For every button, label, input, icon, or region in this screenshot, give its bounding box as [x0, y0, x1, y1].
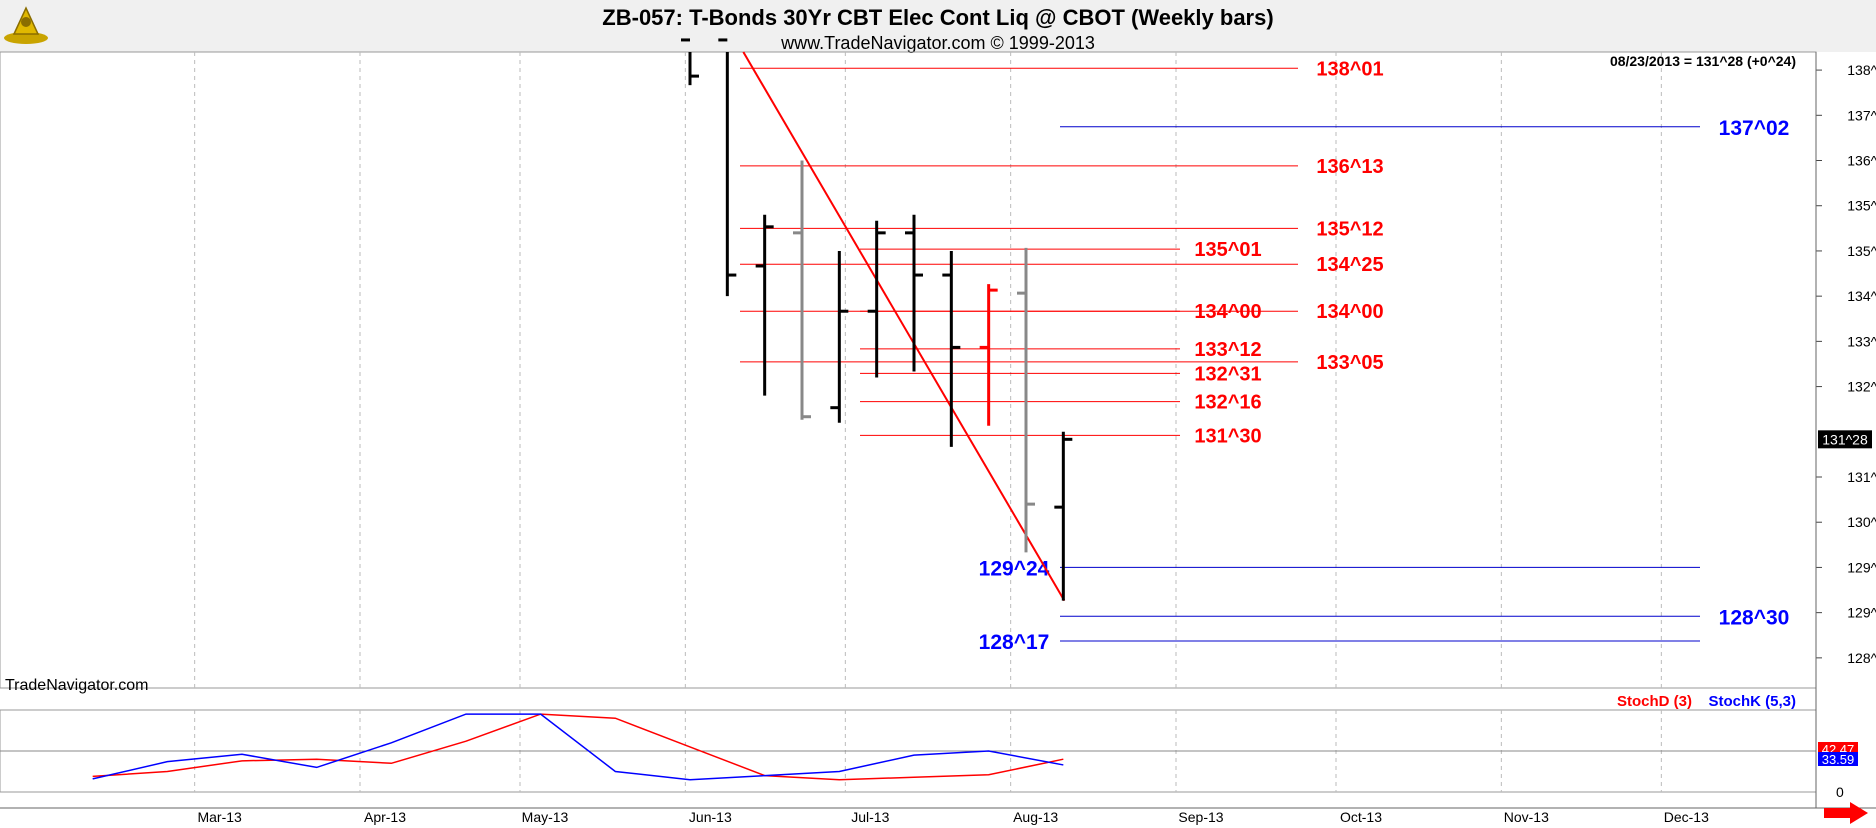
logo-icon[interactable] — [4, 6, 48, 44]
y-tick-label: 130^16 — [1847, 514, 1876, 530]
level-label: 138^01 — [1316, 58, 1383, 80]
chart-subtitle: www.TradeNavigator.com © 1999-2013 — [780, 33, 1095, 53]
chart-title: ZB-057: T-Bonds 30Yr CBT Elec Cont Liq @… — [602, 5, 1273, 30]
ohlc-bar[interactable] — [1017, 247, 1035, 553]
level-label: 132^31 — [1194, 363, 1261, 385]
level-label: 137^02 — [1719, 117, 1790, 140]
level-label: 129^24 — [979, 557, 1050, 580]
x-tick-label: Aug-13 — [1013, 809, 1058, 825]
level-label: 128^30 — [1719, 606, 1790, 629]
level-label: 134^00 — [1316, 301, 1383, 323]
x-tick-label: Nov-13 — [1504, 809, 1549, 825]
stoch-last-label: 33.59 — [1822, 752, 1855, 767]
ohlc-bar[interactable] — [867, 220, 886, 378]
x-tick-label: Dec-13 — [1664, 809, 1709, 825]
x-tick-label: Apr-13 — [364, 809, 406, 825]
y-tick-label: 128^08 — [1847, 650, 1876, 666]
stoch-line — [92, 713, 1064, 781]
y-tick-label: 129^24 — [1847, 559, 1876, 575]
ohlc-bar[interactable] — [755, 214, 774, 396]
y-tick-label: 134^08 — [1847, 288, 1876, 304]
x-tick-label: Mar-13 — [197, 809, 242, 825]
level-label: 135^12 — [1316, 218, 1383, 240]
scroll-right-icon[interactable] — [1824, 802, 1868, 824]
level-label: 132^16 — [1194, 392, 1261, 414]
x-tick-label: Jun-13 — [689, 809, 732, 825]
trendline — [742, 51, 1066, 602]
level-label: 133^12 — [1194, 339, 1261, 361]
ohlc-bar[interactable] — [681, 38, 699, 86]
x-tick-label: Jul-13 — [851, 809, 889, 825]
y-tick-label: 136^16 — [1847, 153, 1876, 169]
y-tick-label: 138^00 — [1847, 62, 1876, 78]
last-price-note: 08/23/2013 = 131^28 (+0^24) — [1610, 53, 1796, 69]
x-tick-label: May-13 — [522, 809, 569, 825]
x-axis: Mar-13 Apr-13 May-13 Jun-13 Jul-13 Aug-13 Sep-… — [0, 52, 1876, 825]
ohlc-bar[interactable] — [1054, 431, 1073, 601]
ohlc-bar[interactable] — [718, 38, 737, 297]
level-label: 134^00 — [1194, 301, 1261, 323]
y-tick-label: 135^24 — [1847, 198, 1876, 214]
stoch-y-tick-label: 0 — [1836, 784, 1844, 800]
last-price-label: 131^28 — [1822, 431, 1868, 447]
price-frame — [0, 51, 1817, 689]
level-label: 136^13 — [1316, 156, 1383, 178]
watermark: TradeNavigator.com — [5, 677, 148, 694]
y-tick-label: 133^16 — [1847, 333, 1876, 349]
y-tick-label: 135^00 — [1847, 243, 1876, 259]
level-label: 133^05 — [1316, 352, 1383, 374]
stoch-legend-entry: StochD (3) — [1617, 693, 1692, 710]
ohlc-bar[interactable] — [979, 284, 998, 426]
stoch-line — [92, 713, 1064, 781]
header-band — [0, 0, 1876, 52]
y-tick-label: 137^08 — [1847, 107, 1876, 123]
level-label: 135^01 — [1194, 239, 1261, 261]
level-label: 134^25 — [1316, 254, 1383, 276]
y-tick-label: 132^24 — [1847, 379, 1876, 395]
ohlc-bar[interactable] — [793, 160, 811, 420]
y-tick-label: 129^00 — [1847, 605, 1876, 621]
ohlc-bar[interactable] — [830, 250, 849, 423]
x-tick-label: Oct-13 — [1340, 809, 1382, 825]
level-label: 128^17 — [979, 631, 1050, 654]
price-panel[interactable]: 138^00 137^08 136^16 135^24 135^00 134^08 133^… — [0, 38, 1876, 689]
stoch-legend-entry: StochK (5,3) — [1708, 693, 1796, 710]
ohlc-bar[interactable] — [905, 214, 923, 372]
x-tick-label: Sep-13 — [1178, 809, 1223, 825]
y-tick-label: 131^08 — [1847, 469, 1876, 485]
level-label: 131^30 — [1194, 425, 1261, 447]
last-price-box — [1818, 430, 1872, 449]
ohlc-bar[interactable] — [942, 250, 961, 447]
stoch-last-box — [1818, 752, 1858, 766]
